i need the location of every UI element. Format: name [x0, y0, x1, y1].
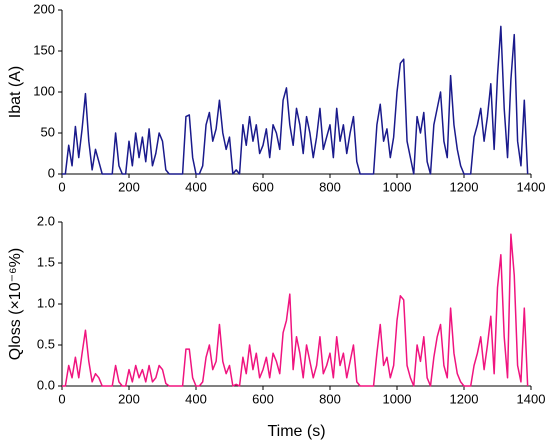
data-line — [62, 25, 529, 175]
y-tick-label: 0 — [48, 165, 55, 180]
x-tick-label: 1400 — [517, 391, 546, 406]
x-tick-label: 1400 — [517, 179, 546, 194]
y-tick-label: 1.0 — [37, 295, 55, 310]
x-tick-label: 600 — [252, 179, 274, 194]
x-tick-label: 800 — [319, 391, 341, 406]
x-tick-label: 400 — [185, 179, 207, 194]
y-axis-title: Ibat (A) — [7, 66, 24, 118]
y-tick-label: 150 — [33, 42, 55, 57]
x-tick-label: 1000 — [383, 391, 412, 406]
x-tick-label: 200 — [118, 391, 140, 406]
y-tick-label: 0.5 — [37, 336, 55, 351]
x-tick-label: 400 — [185, 391, 207, 406]
x-tick-label: 1000 — [383, 179, 412, 194]
x-tick-label: 0 — [58, 391, 65, 406]
y-tick-label: 0.0 — [37, 377, 55, 392]
y-axis-title: Qloss (×10⁻⁶%) — [7, 248, 24, 360]
x-axis-title: Time (s) — [267, 423, 325, 440]
data-line — [62, 233, 529, 387]
y-tick-label: 1.5 — [37, 254, 55, 269]
y-tick-label: 100 — [33, 83, 55, 98]
x-tick-label: 800 — [319, 179, 341, 194]
x-tick-label: 0 — [58, 179, 65, 194]
x-tick-label: 1200 — [450, 179, 479, 194]
x-tick-label: 1200 — [450, 391, 479, 406]
y-tick-label: 2.0 — [37, 213, 55, 228]
y-tick-label: 200 — [33, 1, 55, 16]
x-tick-label: 200 — [118, 179, 140, 194]
x-tick-label: 600 — [252, 391, 274, 406]
y-tick-label: 50 — [41, 124, 55, 139]
